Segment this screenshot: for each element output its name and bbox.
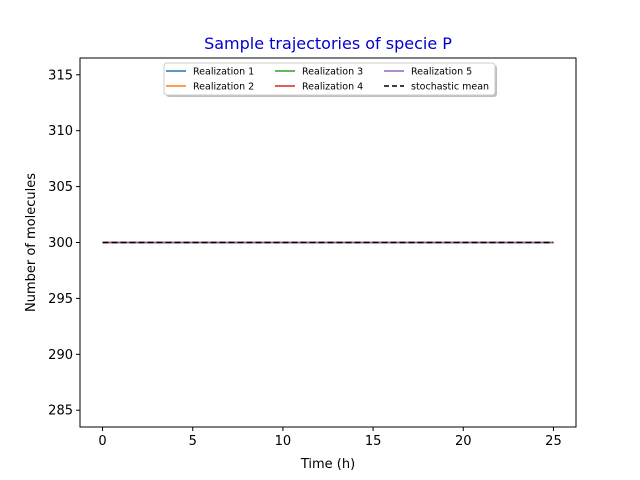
x-tick-label: 10 xyxy=(275,434,292,449)
x-tick-label: 25 xyxy=(545,434,562,449)
y-tick-label: 300 xyxy=(48,236,73,251)
x-tick-label: 5 xyxy=(189,434,197,449)
y-tick-label: 305 xyxy=(48,180,73,195)
chart-title: Sample trajectories of specie P xyxy=(204,34,452,53)
legend-label: stochastic mean xyxy=(411,82,489,93)
legend-label: Realization 4 xyxy=(302,82,363,93)
y-tick-label: 295 xyxy=(48,292,73,307)
y-tick-label: 285 xyxy=(48,404,73,419)
x-tick-label: 0 xyxy=(98,434,106,449)
x-tick-label: 20 xyxy=(455,434,472,449)
legend-label: Realization 2 xyxy=(193,82,254,93)
legend-label: Realization 3 xyxy=(302,67,363,78)
legend: Realization 1 Realization 2 Realization 3 R… xyxy=(163,62,497,97)
y-tick-label: 315 xyxy=(48,68,73,83)
y-tick-label: 310 xyxy=(48,124,73,139)
x-axis-label: Time (h) xyxy=(300,457,355,472)
legend-label: Realization 5 xyxy=(411,67,472,78)
legend-label: Realization 1 xyxy=(193,67,254,78)
y-axis-label: Number of molecules xyxy=(24,173,39,312)
legend-frame xyxy=(163,62,496,96)
x-tick-label: 15 xyxy=(365,434,382,449)
x-axis: 0 5 10 15 20 25 xyxy=(98,427,562,449)
y-tick-label: 290 xyxy=(48,348,73,363)
y-axis: 285 290 295 300 305 310 315 xyxy=(48,68,80,419)
